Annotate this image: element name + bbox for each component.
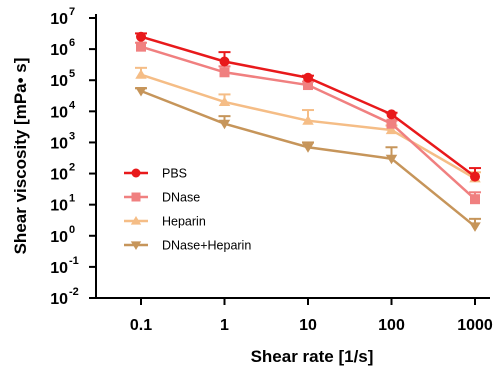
data-point bbox=[303, 72, 313, 83]
x-tick-label: 1000 bbox=[457, 317, 493, 334]
data-point bbox=[218, 96, 231, 106]
series-pbs bbox=[135, 31, 481, 182]
y-tick-base: 10 bbox=[50, 198, 68, 215]
legend-label: PBS bbox=[162, 167, 187, 181]
y-tick-exponent: 4 bbox=[69, 99, 76, 111]
legend-item: DNase bbox=[124, 191, 200, 205]
y-tick-label: 10 bbox=[50, 73, 68, 90]
series-layer bbox=[135, 31, 481, 232]
y-tick-exponent: 0 bbox=[69, 224, 75, 236]
data-point bbox=[302, 115, 314, 125]
y-axis-title: Shear viscosity [mPa• s] bbox=[11, 58, 30, 255]
data-point bbox=[386, 109, 397, 120]
legend-label: DNase bbox=[162, 191, 200, 205]
legend-label: DNase+Heparin bbox=[162, 239, 251, 253]
y-tick-base: 10 bbox=[50, 42, 68, 59]
x-tick-label: 100 bbox=[378, 317, 405, 334]
data-point bbox=[136, 41, 146, 52]
series-line bbox=[140, 35, 476, 178]
data-point bbox=[470, 171, 480, 182]
series-dnase-heparin bbox=[135, 87, 481, 232]
y-tick-label: 10 bbox=[50, 104, 68, 121]
y-tick-exponent: -1 bbox=[69, 255, 79, 267]
data-point bbox=[469, 222, 481, 232]
y-tick-label: 10 bbox=[50, 135, 68, 152]
data-point bbox=[136, 31, 146, 42]
legend-item: PBS bbox=[124, 167, 187, 181]
legend-marker bbox=[131, 192, 141, 202]
y-tick-label: 10 bbox=[50, 11, 68, 28]
x-axis: 0.1 1 10 100 1000 bbox=[96, 297, 493, 334]
data-point bbox=[385, 154, 398, 165]
y-tick-base: 10 bbox=[50, 291, 68, 308]
legend-item: Heparin bbox=[124, 215, 206, 229]
data-point bbox=[135, 69, 147, 79]
x-axis-title: Shear rate [1/s] bbox=[251, 347, 374, 366]
y-tick-base: 10 bbox=[50, 11, 68, 28]
legend: PBS DNase Heparin DNase+Heparin bbox=[124, 167, 251, 253]
data-point bbox=[219, 67, 230, 78]
y-tick-exponent: 6 bbox=[69, 37, 75, 49]
y-tick-label: 10 bbox=[50, 198, 68, 215]
legend-marker bbox=[131, 168, 141, 178]
y-tick-base: 10 bbox=[50, 104, 68, 121]
series-dnase bbox=[135, 41, 481, 205]
data-point bbox=[135, 87, 147, 97]
y-tick-base: 10 bbox=[50, 135, 68, 152]
y-tick-label: 10 bbox=[50, 291, 68, 308]
y-tick-exponent: 2 bbox=[69, 162, 75, 174]
data-point bbox=[302, 143, 314, 153]
y-tick-base: 10 bbox=[50, 167, 68, 184]
x-tick-label: 10 bbox=[299, 317, 317, 334]
y-tick-exponent: 1 bbox=[69, 193, 75, 205]
y-tick-exponent: 5 bbox=[69, 68, 75, 80]
data-point bbox=[385, 124, 398, 135]
legend-item: DNase+Heparin bbox=[124, 239, 251, 253]
data-point bbox=[386, 118, 397, 129]
data-point bbox=[303, 80, 313, 91]
data-point bbox=[470, 194, 480, 205]
y-tick-exponent: 7 bbox=[69, 6, 75, 18]
y-tick-label: 10 bbox=[50, 229, 68, 246]
legend-marker bbox=[130, 216, 142, 225]
data-point bbox=[218, 119, 231, 130]
y-tick-base: 10 bbox=[50, 260, 68, 277]
data-point bbox=[219, 56, 230, 67]
legend-label: Heparin bbox=[162, 215, 206, 229]
x-tick-label: 0.1 bbox=[130, 317, 152, 334]
y-tick-exponent: 3 bbox=[69, 130, 75, 142]
y-tick-base: 10 bbox=[50, 73, 68, 90]
series-line bbox=[140, 73, 476, 180]
series-heparin bbox=[135, 66, 481, 183]
y-tick-label: 10 bbox=[50, 42, 68, 59]
y-tick-base: 10 bbox=[50, 229, 68, 246]
y-tick-label: 10 bbox=[50, 260, 68, 277]
y-tick-exponent: -2 bbox=[69, 286, 79, 298]
y-tick-label: 10 bbox=[50, 167, 68, 184]
x-tick-label: 1 bbox=[220, 317, 229, 334]
legend-marker bbox=[130, 241, 142, 250]
